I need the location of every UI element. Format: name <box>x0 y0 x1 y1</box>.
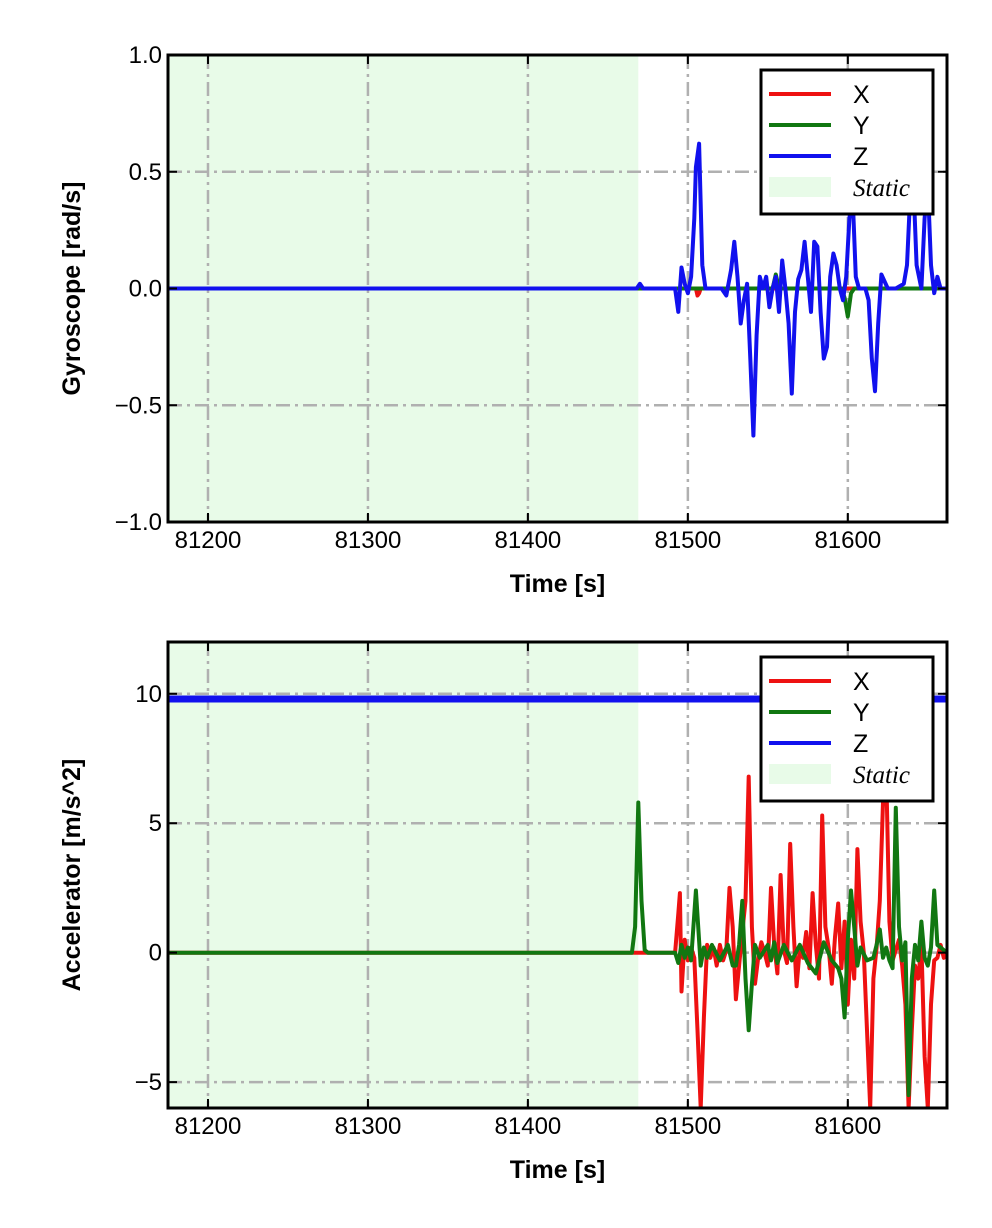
plot-frame <box>166 640 949 1110</box>
legend-label-x: X <box>853 668 870 696</box>
gyroscope-panel: 81200 81300 81400 81500 81600 1.0 0.5 0.0 −0.5 −1… <box>58 42 949 598</box>
x-tick-label: 81600 <box>814 1113 881 1140</box>
legend-label-static: Static <box>853 175 910 202</box>
y-tick-label: 10 <box>135 681 162 708</box>
legend-label-x: X <box>853 81 870 109</box>
static-region <box>168 642 639 1108</box>
legend-label-z: Z <box>853 730 868 758</box>
y-tick-label: 1.0 <box>129 42 162 69</box>
y-tick-label: −1.0 <box>115 509 162 536</box>
x-axis-title: Time [s] <box>510 1156 605 1184</box>
x-tick-label: 81400 <box>495 1113 562 1140</box>
y-axis-title: Accelerator [m/s^2] <box>58 759 86 992</box>
y-tick-label: 0.5 <box>129 159 162 186</box>
y-tick-label: −0.5 <box>115 392 162 419</box>
y-tick-label: 5 <box>149 810 162 837</box>
legend-label-z: Z <box>853 143 868 171</box>
y-tick-label: 0.0 <box>129 276 162 303</box>
legend-label-y: Y <box>853 699 870 727</box>
legend-swatch-static <box>769 177 831 197</box>
x-tick-label: 81400 <box>495 527 562 554</box>
x-tick-label: 81300 <box>335 1113 402 1140</box>
x-tick-label: 81500 <box>654 1113 721 1140</box>
x-tick-label: 81300 <box>335 527 402 554</box>
y-tick-label: 0 <box>149 940 162 967</box>
y-axis-title: Gyroscope [rad/s] <box>58 182 86 396</box>
legend: XYZ Static <box>759 655 935 803</box>
x-tick-label: 81200 <box>175 527 242 554</box>
x-axis-title: Time [s] <box>510 570 605 598</box>
accelerometer-panel: 81200 81300 81400 81500 81600 10 5 0 −5 Time [s] A… <box>58 640 949 1184</box>
legend-label-static: Static <box>853 762 910 789</box>
legend-label-y: Y <box>853 112 870 140</box>
series-line-y <box>168 800 947 1098</box>
y-tick-label: −5 <box>135 1069 162 1096</box>
legend: XYZ Static <box>759 68 935 216</box>
x-tick-label: 81600 <box>814 527 881 554</box>
series-line-z <box>168 141 947 438</box>
legend-swatch-static <box>769 764 831 784</box>
x-tick-label: 81200 <box>175 1113 242 1140</box>
x-tick-label: 81500 <box>654 527 721 554</box>
